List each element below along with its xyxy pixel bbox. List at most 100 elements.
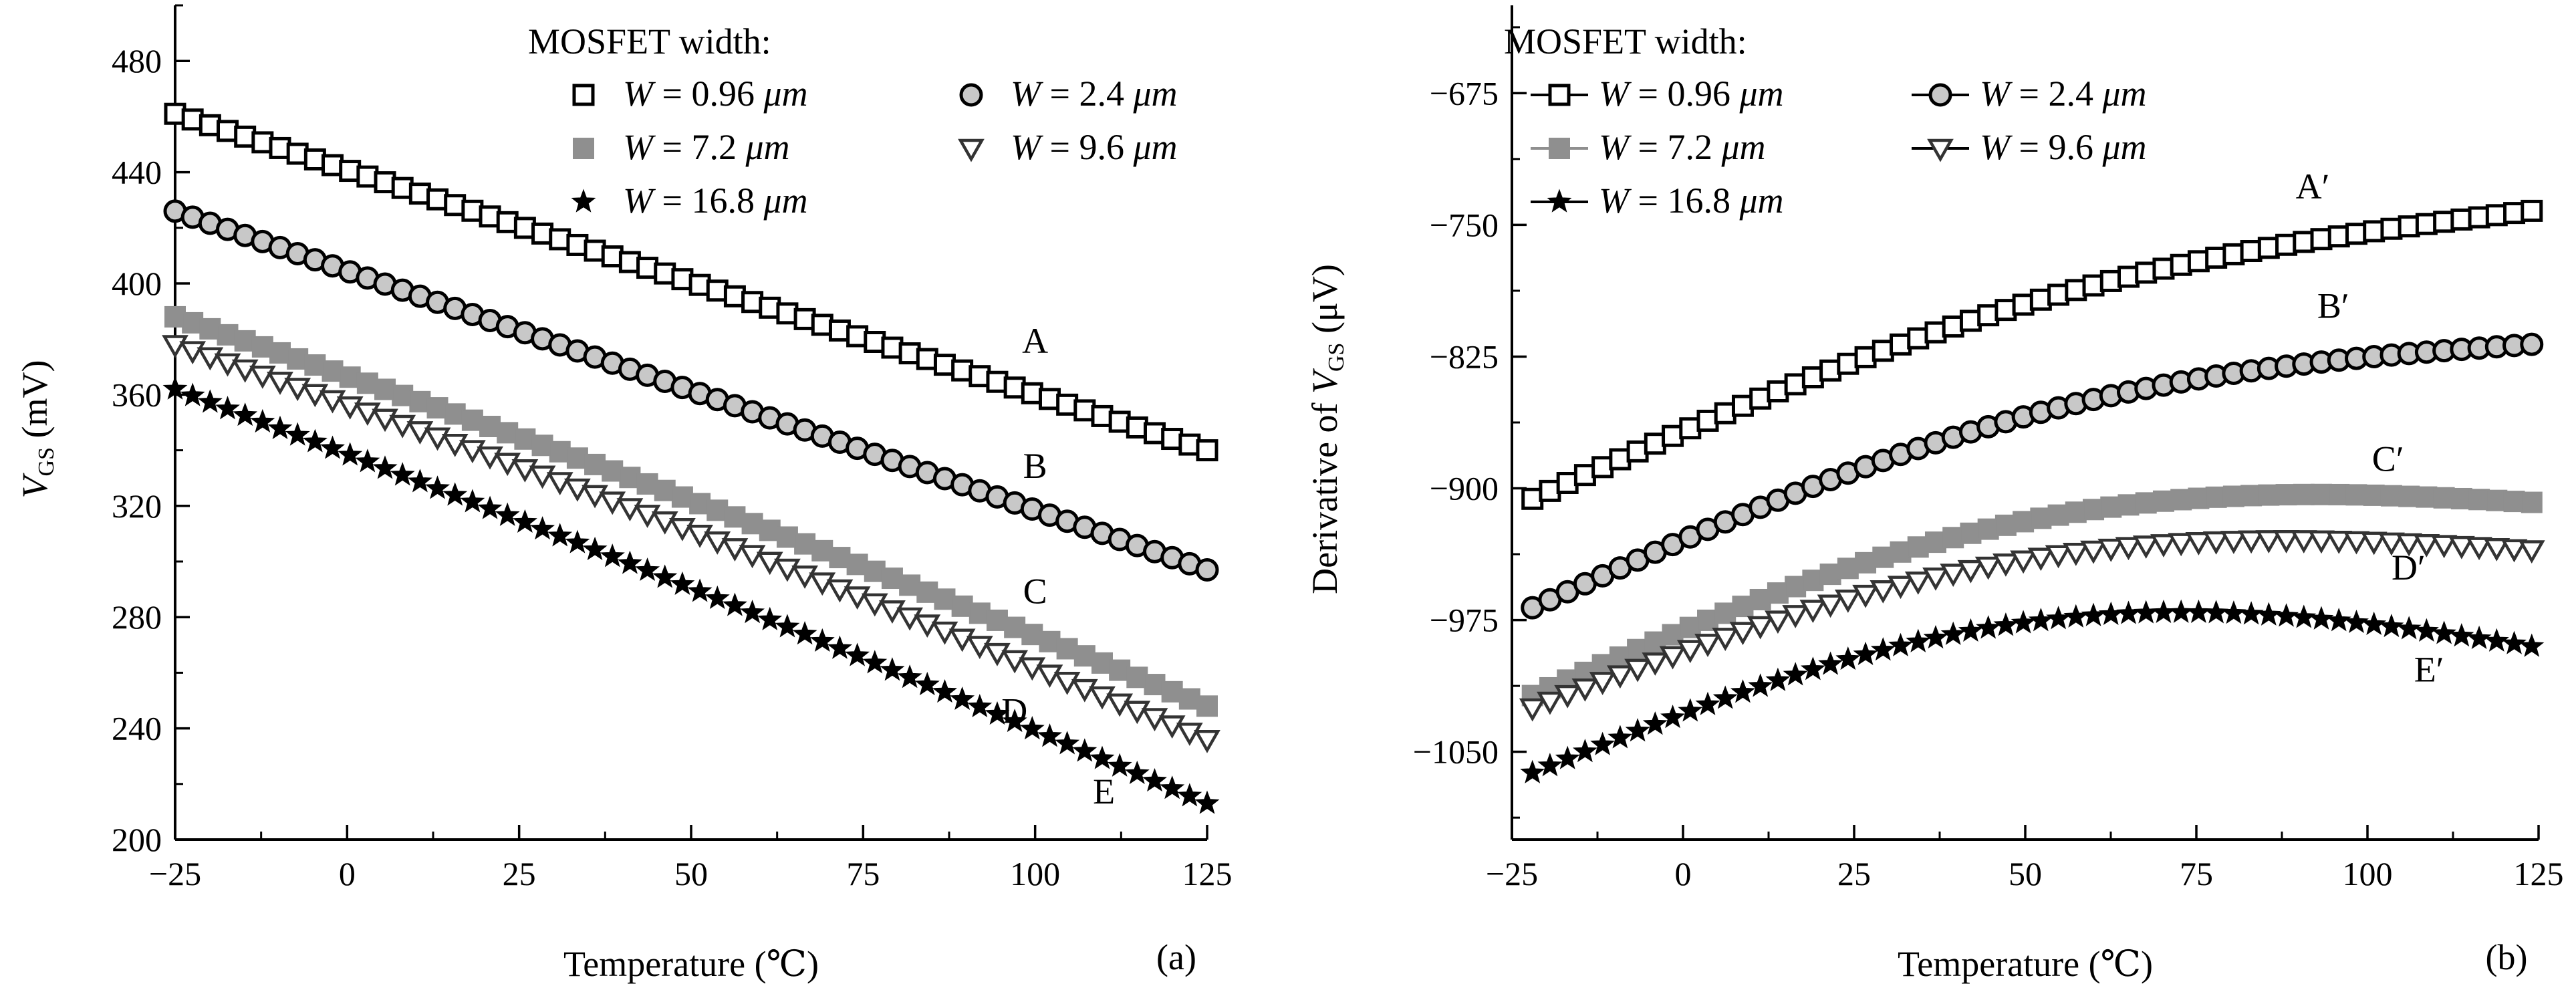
legend: MOSFET width: W = 0.96 μm W = 2.4 μm W = 7.… — [528, 21, 1178, 221]
data-point — [2468, 206, 2490, 229]
data-point — [2448, 535, 2475, 560]
data-point — [2098, 601, 2123, 626]
legend-entry-label: W = 9.6 μm — [1980, 127, 2147, 167]
data-point — [267, 415, 293, 439]
data-point — [1783, 662, 1808, 686]
data-point — [600, 543, 625, 568]
data-point — [2432, 620, 2457, 644]
data-point — [1765, 610, 1791, 634]
data-point — [2345, 484, 2367, 506]
data-point — [1089, 686, 1116, 710]
data-point — [671, 486, 693, 508]
data-point — [1142, 767, 1167, 792]
data-point — [512, 509, 537, 533]
data-point — [1126, 666, 1148, 689]
data-point — [2238, 601, 2264, 625]
data-point — [1196, 695, 1218, 717]
y-tick-label: −975 — [1430, 602, 1499, 639]
data-point — [424, 427, 451, 451]
data-point — [1624, 658, 1651, 683]
data-point — [1056, 638, 1078, 660]
data-point — [494, 453, 521, 477]
data-point — [1904, 572, 1932, 595]
data-point — [914, 671, 940, 696]
data-point — [809, 628, 835, 652]
data-point — [951, 595, 973, 617]
data-point — [986, 609, 1008, 631]
data-point — [1607, 725, 1633, 749]
data-point — [1158, 715, 1186, 739]
data-point — [861, 593, 888, 617]
data-point — [1554, 685, 1581, 709]
data-point — [1855, 551, 1877, 574]
y-tick-label: 200 — [112, 821, 162, 858]
data-point — [2468, 489, 2490, 511]
data-point — [756, 551, 783, 576]
data-point — [2132, 535, 2160, 559]
data-point — [1923, 624, 1948, 649]
data-point — [2186, 599, 2211, 623]
data-point — [2327, 225, 2350, 248]
data-point — [1555, 745, 1580, 769]
data-point — [320, 435, 345, 459]
data-point — [616, 498, 644, 522]
data-point — [2255, 530, 2283, 553]
panel-label: (b) — [2486, 937, 2528, 977]
data-point — [2097, 538, 2125, 562]
data-point — [1714, 602, 1736, 624]
data-point — [985, 701, 1010, 725]
data-point — [1907, 327, 1930, 350]
data-point — [1003, 376, 1026, 399]
data-point — [757, 606, 783, 630]
data-point — [774, 558, 801, 582]
y-tick-label: 440 — [112, 154, 162, 191]
data-point — [1922, 567, 1949, 591]
data-point — [1676, 640, 1704, 664]
data-point — [1160, 775, 1185, 799]
data-point — [739, 545, 766, 569]
data-point — [1589, 672, 1616, 695]
legend-marker — [1549, 138, 1570, 159]
x-tick-label: 0 — [1675, 855, 1692, 892]
data-point — [932, 678, 957, 703]
curve-label: A′ — [2296, 166, 2330, 207]
data-point — [2152, 490, 2174, 512]
y-tick-label: −750 — [1430, 206, 1499, 243]
data-point — [338, 442, 363, 466]
data-point — [444, 194, 467, 217]
data-point — [2062, 542, 2089, 566]
y-tick-label: 240 — [112, 710, 162, 747]
data-point — [477, 495, 503, 519]
data-point — [1194, 790, 1220, 814]
data-point — [2466, 537, 2492, 561]
x-tick-label: 100 — [2343, 855, 2393, 892]
data-point — [1642, 652, 1669, 676]
x-tick-label: 75 — [2180, 855, 2213, 892]
data-point — [164, 305, 186, 328]
data-point — [392, 384, 414, 406]
data-point — [1817, 594, 1844, 618]
data-point — [1019, 716, 1045, 740]
data-point — [2240, 240, 2263, 263]
y-axis-title: VGS (mV) — [15, 360, 59, 499]
data-point — [2081, 602, 2106, 626]
data-point — [934, 588, 956, 610]
data-point — [2013, 511, 2035, 533]
data-point — [651, 511, 678, 535]
data-point — [2325, 530, 2353, 554]
y-tick-label: −825 — [1430, 338, 1499, 375]
data-point — [2361, 611, 2387, 636]
data-point — [2117, 494, 2140, 516]
legend-entry-label: W = 0.96 μm — [1599, 74, 1784, 114]
data-point — [2521, 491, 2543, 513]
series-B′ — [1521, 332, 2544, 620]
data-point — [2221, 600, 2246, 624]
legend-marker — [572, 84, 595, 106]
data-point — [354, 402, 381, 426]
data-point — [1625, 718, 1650, 742]
data-point — [1195, 557, 1219, 582]
data-point — [2046, 606, 2071, 630]
data-point — [233, 402, 258, 426]
y-tick-label: 400 — [112, 265, 162, 302]
